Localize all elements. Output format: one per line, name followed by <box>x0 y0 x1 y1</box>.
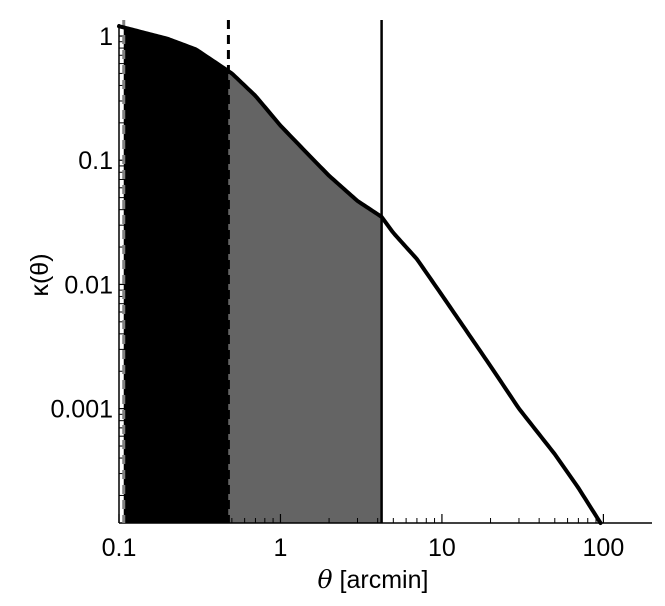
series-layer <box>117 24 603 525</box>
x-tick-label: 10 <box>428 534 456 562</box>
y-tick-label: 0.001 <box>50 396 113 424</box>
shaded-region-2 <box>228 71 382 524</box>
x-tick-label: 0.1 <box>102 534 137 562</box>
y-tick-label: 0.01 <box>64 271 113 299</box>
shaded-regions <box>123 27 382 524</box>
y-tick-labels: 1 0.1 0.01 0.001 <box>50 23 113 424</box>
y-tick-label: 1 <box>99 23 113 51</box>
shaded-region-1 <box>123 27 229 524</box>
axes <box>118 24 652 524</box>
x-tick-label: 100 <box>583 534 625 562</box>
y-tick-label: 0.1 <box>78 147 113 175</box>
x-axis-label: θ [arcmin] <box>318 565 429 594</box>
kappa-curve <box>117 24 603 525</box>
x-tick-labels: 0.1 1 10 100 <box>102 534 625 562</box>
x-axis-label-symbol: θ <box>318 565 333 594</box>
vertical-markers <box>122 20 383 523</box>
y-axis-label: κ(θ) <box>26 253 54 296</box>
x-axis-label-text: [arcmin] <box>333 566 429 594</box>
x-tick-label: 1 <box>274 534 288 562</box>
